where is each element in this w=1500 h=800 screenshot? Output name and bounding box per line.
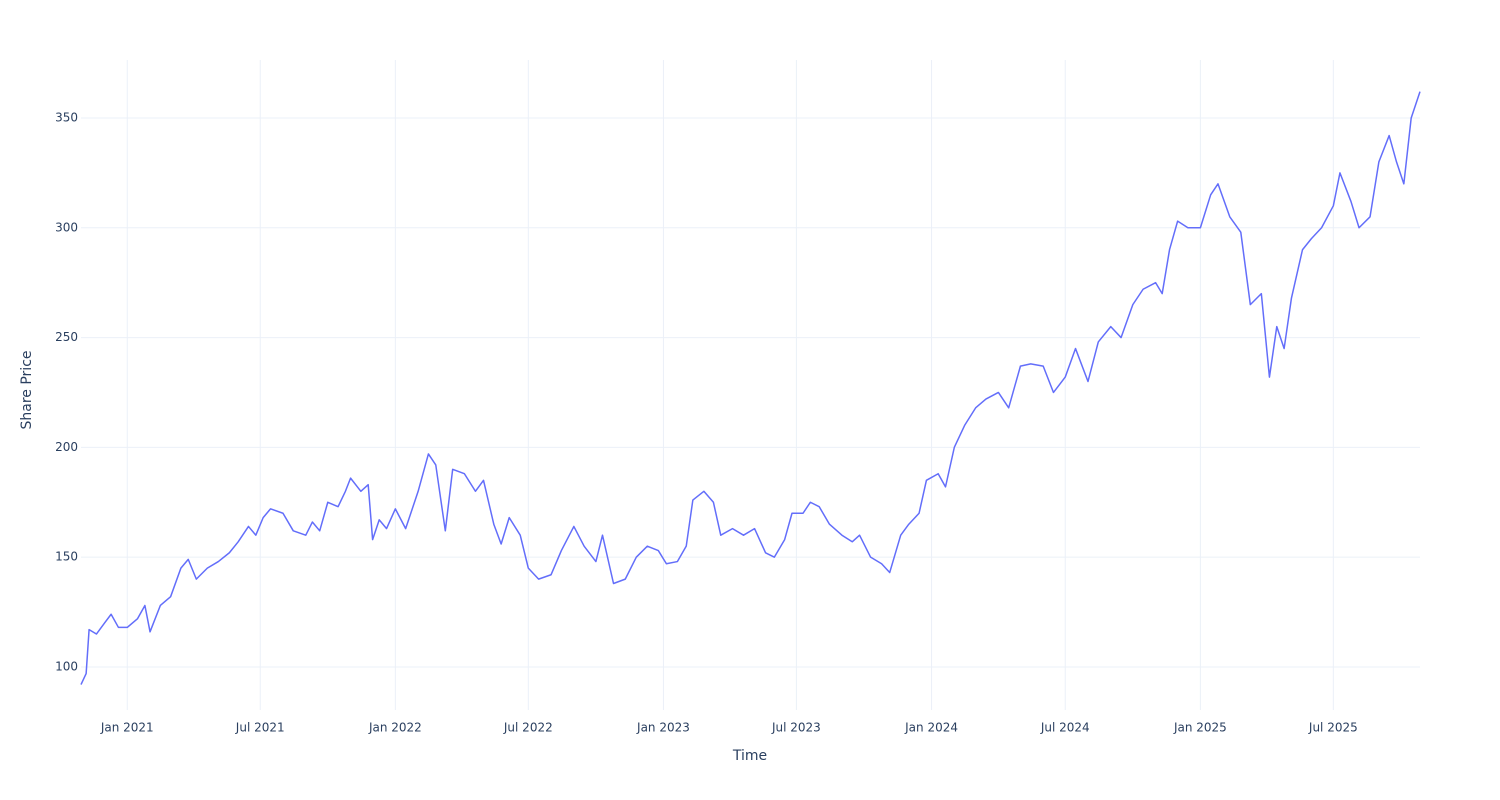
x-tick-label: Jan 2024 [904, 721, 958, 735]
x-tick-label: Jul 2021 [235, 721, 285, 735]
x-tick-label: Jan 2023 [636, 721, 690, 735]
x-tick-label: Jan 2022 [368, 721, 422, 735]
x-tick-label: Jul 2024 [1040, 721, 1090, 735]
y-tick-label: 150 [55, 550, 78, 564]
x-tick-label: Jul 2023 [771, 721, 821, 735]
grid [81, 60, 1420, 710]
price-line [80, 91, 1421, 685]
y-tick-label: 100 [55, 659, 78, 673]
x-tick-label: Jan 2025 [1173, 721, 1227, 735]
y-tick-label: 250 [55, 330, 78, 344]
y-tick-label: 350 [55, 110, 78, 124]
y-axis-title: Share Price [19, 350, 35, 429]
x-tick-label: Jul 2025 [1308, 721, 1358, 735]
x-axis-title: Time [732, 748, 767, 764]
x-tick-label: Jan 2021 [100, 721, 154, 735]
y-tick-label: 300 [55, 220, 78, 234]
y-tick-label: 200 [55, 440, 78, 454]
x-tick-label: Jul 2022 [503, 721, 553, 735]
